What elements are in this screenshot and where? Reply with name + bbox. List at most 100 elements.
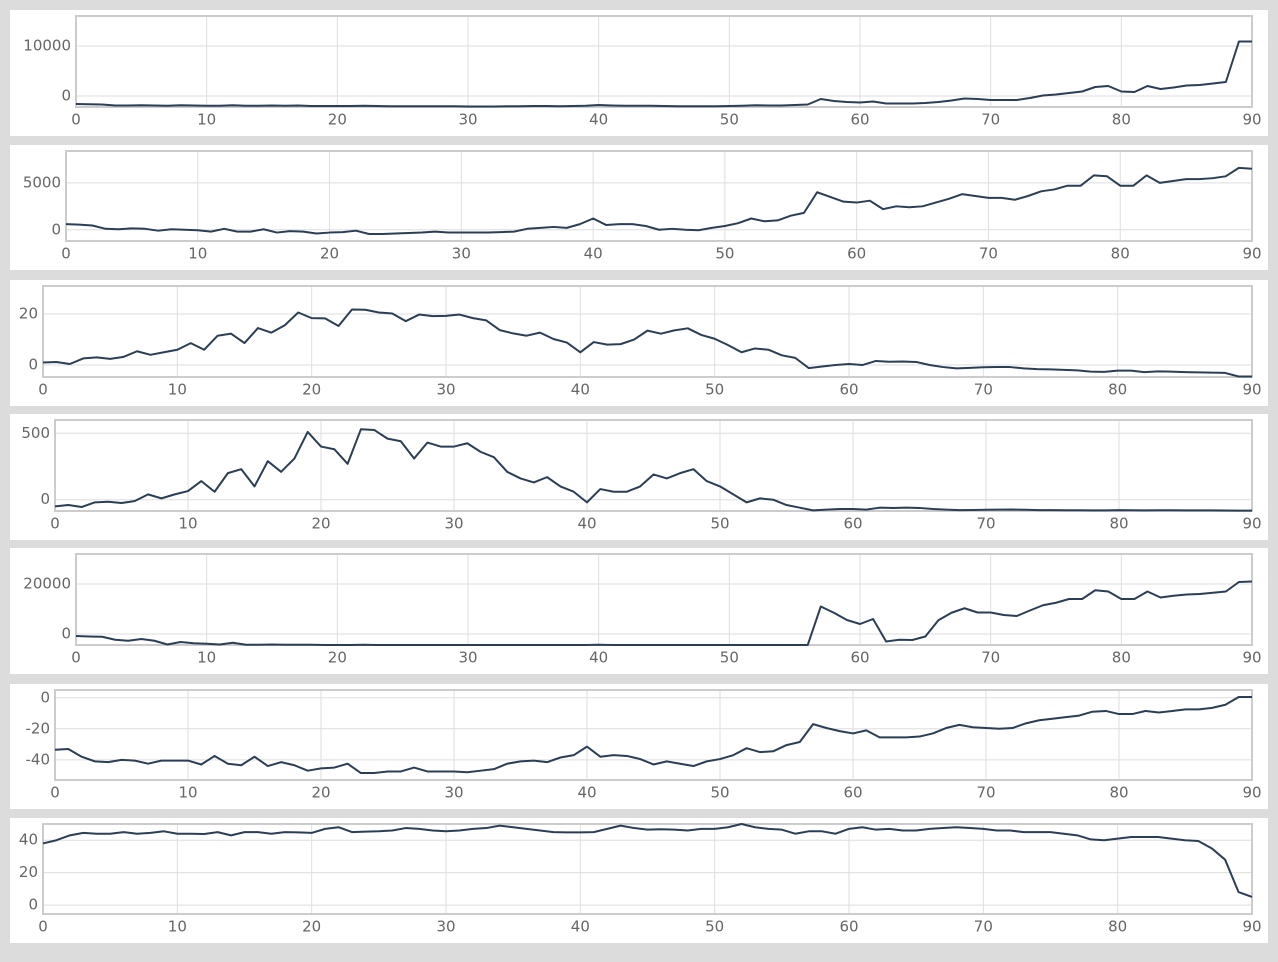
x-tick-label: 60 xyxy=(850,111,869,129)
x-tick-label: 80 xyxy=(1112,111,1131,129)
x-tick-label: 90 xyxy=(1242,111,1261,129)
x-tick-label: 0 xyxy=(71,649,81,667)
x-tick-label: 20 xyxy=(302,918,321,936)
x-tick-label: 90 xyxy=(1242,784,1261,802)
plot-frame xyxy=(42,823,1253,915)
x-tick-label: 70 xyxy=(981,111,1000,129)
panel-background xyxy=(10,414,1268,540)
y-tick-label: 10000 xyxy=(23,37,71,55)
x-tick-label: 50 xyxy=(705,381,724,399)
x-tick-label: 70 xyxy=(979,245,998,263)
x-tick-label: 30 xyxy=(444,515,463,533)
x-tick-label: 40 xyxy=(577,784,596,802)
x-tick-label: 70 xyxy=(976,784,995,802)
x-tick-label: 20 xyxy=(328,649,347,667)
x-tick-label: 90 xyxy=(1242,381,1261,399)
x-tick-label: 90 xyxy=(1242,515,1261,533)
x-tick-label: 70 xyxy=(976,515,995,533)
chart-panel: 0 10 20 30 40 50 60 70 80 90 0 5000 xyxy=(10,145,1268,270)
data-line xyxy=(42,308,1252,378)
x-tick-label: 40 xyxy=(577,515,596,533)
y-tick-label: 20000 xyxy=(23,575,71,593)
chart-panel: 0 10 20 30 40 50 60 70 80 90 0 20000 xyxy=(10,548,1268,674)
plot-frame xyxy=(42,285,1253,378)
chart-panel: 0 10 20 30 40 50 60 70 80 90 0 20 40 xyxy=(10,818,1268,943)
y-tick-label: 5000 xyxy=(23,173,61,191)
y-tick-label: -20 xyxy=(26,719,51,737)
x-tick-label: 30 xyxy=(452,245,471,263)
y-tick-label: 40 xyxy=(19,831,38,849)
data-line xyxy=(54,695,1252,775)
y-tick-label: 500 xyxy=(21,424,50,442)
x-tick-label: 0 xyxy=(38,381,48,399)
data-line xyxy=(54,428,1252,512)
x-tick-label: 0 xyxy=(61,245,71,263)
x-tick-label: 80 xyxy=(1109,784,1128,802)
x-tick-label: 30 xyxy=(436,918,455,936)
plot-frame xyxy=(65,150,1253,242)
x-tick-label: 80 xyxy=(1112,649,1131,667)
x-tick-label: 80 xyxy=(1109,515,1128,533)
y-tick-label: 0 xyxy=(61,625,71,643)
x-tick-label: 60 xyxy=(839,918,858,936)
x-tick-label: 40 xyxy=(571,918,590,936)
data-line xyxy=(65,166,1253,235)
chart-panel: 0 10 20 30 40 50 60 70 80 90 0 10000 xyxy=(10,10,1268,136)
x-tick-label: 40 xyxy=(589,111,608,129)
y-tick-label: -40 xyxy=(26,750,51,768)
plot-frame xyxy=(54,689,1253,781)
x-tick-label: 10 xyxy=(168,381,187,399)
panel-background xyxy=(10,818,1268,943)
x-tick-label: 10 xyxy=(197,649,216,667)
x-tick-label: 20 xyxy=(311,515,330,533)
y-tick-label: 0 xyxy=(51,220,61,238)
panel-background xyxy=(10,548,1268,674)
chart-panel: 0 10 20 30 40 50 60 70 80 90 0 -20 -40 xyxy=(10,684,1268,809)
y-tick-label: 0 xyxy=(28,896,38,914)
x-tick-label: 60 xyxy=(839,381,858,399)
plot-frame xyxy=(54,419,1253,512)
chart-panel: 0 10 20 30 40 50 60 70 80 90 0 20 xyxy=(10,280,1268,406)
x-tick-label: 0 xyxy=(38,918,48,936)
x-tick-label: 30 xyxy=(458,111,477,129)
x-tick-label: 80 xyxy=(1108,918,1127,936)
data-line xyxy=(42,823,1253,898)
x-tick-label: 20 xyxy=(311,784,330,802)
y-tick-label: 20 xyxy=(19,863,38,881)
x-tick-label: 30 xyxy=(436,381,455,399)
y-tick-label: 0 xyxy=(40,688,50,706)
x-tick-label: 0 xyxy=(50,784,60,802)
x-tick-label: 50 xyxy=(710,784,729,802)
x-tick-label: 10 xyxy=(188,245,207,263)
x-tick-label: 50 xyxy=(710,515,729,533)
x-tick-label: 70 xyxy=(974,918,993,936)
y-tick-label: 0 xyxy=(40,490,50,508)
x-tick-label: 0 xyxy=(71,111,81,129)
x-tick-label: 80 xyxy=(1111,245,1130,263)
x-tick-label: 50 xyxy=(720,111,739,129)
x-tick-label: 70 xyxy=(981,649,1000,667)
x-tick-label: 50 xyxy=(705,918,724,936)
x-tick-label: 60 xyxy=(847,245,866,263)
x-tick-label: 40 xyxy=(571,381,590,399)
panel-background xyxy=(10,10,1268,136)
panel-background xyxy=(10,145,1268,270)
x-tick-label: 30 xyxy=(458,649,477,667)
x-tick-label: 60 xyxy=(850,649,869,667)
x-tick-label: 50 xyxy=(715,245,734,263)
x-tick-label: 70 xyxy=(974,381,993,399)
y-tick-label: 20 xyxy=(19,305,38,323)
x-tick-label: 20 xyxy=(320,245,339,263)
x-tick-label: 50 xyxy=(720,649,739,667)
x-tick-label: 0 xyxy=(50,515,60,533)
chart-panel: 0 10 20 30 40 50 60 70 80 90 0 500 xyxy=(10,414,1268,540)
x-tick-label: 40 xyxy=(589,649,608,667)
x-tick-label: 60 xyxy=(843,515,862,533)
y-tick-label: 0 xyxy=(28,356,38,374)
x-tick-label: 30 xyxy=(444,784,463,802)
panel-background xyxy=(10,684,1268,809)
x-tick-label: 10 xyxy=(178,515,197,533)
x-tick-label: 90 xyxy=(1242,649,1261,667)
x-tick-label: 20 xyxy=(302,381,321,399)
